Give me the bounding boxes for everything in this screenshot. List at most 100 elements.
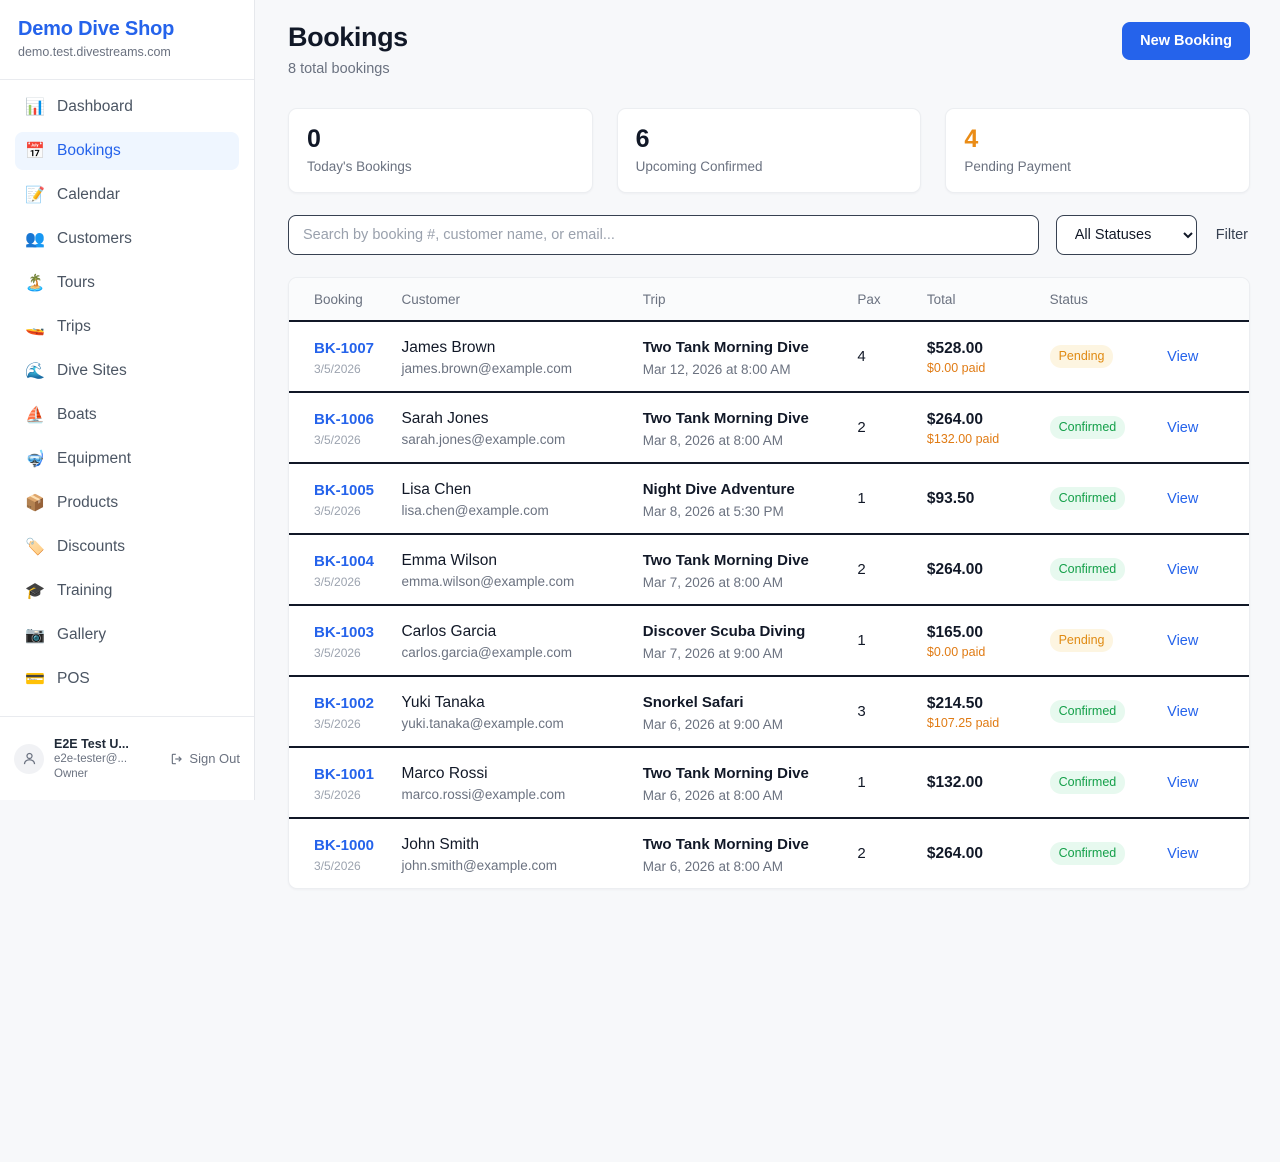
pax-cell: 2	[857, 392, 927, 464]
view-link[interactable]: View	[1167, 561, 1199, 578]
total-cell: $132.00	[926, 747, 1050, 819]
customer-cell: Yuki Tanaka yuki.tanaka@example.com	[401, 676, 643, 748]
table-row: BK-1007 3/5/2026 James Brown james.brown@ex…	[289, 321, 1249, 393]
user-role: Owner	[54, 767, 88, 780]
trip-datetime: Mar 6, 2026 at 9:00 AM	[642, 717, 784, 732]
booking-id-link[interactable]: BK-1005	[314, 482, 375, 499]
booking-id-link[interactable]: BK-1002	[314, 695, 375, 712]
sidebar-item-pos[interactable]: 💳 POS	[15, 660, 239, 698]
sidebar-item-training[interactable]: 🎓 Training	[15, 572, 239, 610]
calendar-17-icon: 📅	[25, 141, 45, 160]
booking-id-link[interactable]: BK-1003	[314, 624, 375, 641]
bookings-table-card: Booking Customer Trip Pax Total Status BK-100…	[288, 277, 1250, 889]
action-cell: View	[1167, 534, 1249, 606]
sidebar-item-gallery[interactable]: 📷 Gallery	[15, 616, 239, 654]
table-row: BK-1000 3/5/2026 John Smith john.smith@exam…	[289, 818, 1249, 888]
filter-button[interactable]: Filter	[1214, 223, 1250, 247]
trip-cell: Two Tank Morning Dive Mar 8, 2026 at 8:00…	[642, 392, 858, 464]
pax-cell: 3	[857, 676, 927, 748]
sidebar-item-trips[interactable]: 🚤 Trips	[15, 308, 239, 346]
stats-row: 0 Today's Bookings 6 Upcoming Confirmed 4 Pen…	[288, 108, 1251, 193]
sidebar-nav: 📊 Dashboard 📅 Bookings 📝 Calendar 👥 Customers 🏝️…	[0, 80, 254, 716]
status-badge: Confirmed	[1049, 842, 1126, 865]
sidebar: Demo Dive Shop demo.test.divestreams.com…	[0, 0, 255, 800]
sidebar-item-bookings[interactable]: 📅 Bookings	[15, 132, 239, 170]
brand-title: Demo Dive Shop	[18, 18, 175, 40]
sidebar-item-equipment[interactable]: 🤿 Equipment	[15, 440, 239, 478]
total-amount: $132.00	[926, 773, 983, 791]
total-amount: $264.00	[926, 560, 983, 578]
stat-card: 0 Today's Bookings	[288, 108, 593, 193]
paid-amount: $0.00 paid	[926, 360, 986, 375]
booking-id-link[interactable]: BK-1006	[314, 411, 375, 428]
status-cell: Confirmed	[1049, 392, 1168, 464]
paid-amount: $0.00 paid	[926, 644, 986, 659]
view-link[interactable]: View	[1167, 490, 1199, 507]
booking-id-link[interactable]: BK-1001	[314, 766, 375, 783]
status-cell: Confirmed	[1049, 676, 1168, 748]
user-meta: E2E Test U... e2e-tester@... Owner	[54, 736, 160, 782]
graduation-cap-icon: 🎓	[25, 581, 45, 600]
paid-amount: $132.00 paid	[926, 431, 1000, 446]
sidebar-item-products[interactable]: 📦 Products	[15, 484, 239, 522]
trip-name: Night Dive Adventure	[642, 481, 795, 498]
customer-email: emma.wilson@example.com	[401, 574, 575, 589]
booking-date: 3/5/2026	[314, 433, 361, 447]
view-link[interactable]: View	[1167, 703, 1199, 720]
sign-out-button[interactable]: Sign Out	[170, 751, 240, 766]
booking-id-link[interactable]: BK-1004	[314, 553, 375, 570]
stat-value: 6	[635, 125, 650, 153]
total-amount: $264.00	[926, 844, 983, 862]
bookings-table: Booking Customer Trip Pax Total Status BK-100…	[289, 278, 1249, 888]
total-amount: $165.00	[926, 623, 983, 641]
sidebar-item-label: Training	[57, 582, 113, 599]
sign-out-icon	[172, 753, 183, 764]
stat-card: 6 Upcoming Confirmed	[616, 108, 922, 193]
pax-cell: 2	[857, 818, 927, 888]
booking-id-link[interactable]: BK-1007	[314, 340, 375, 357]
booking-date: 3/5/2026	[314, 575, 361, 589]
sidebar-item-tours[interactable]: 🏝️ Tours	[15, 264, 239, 302]
person-icon	[23, 752, 35, 765]
search-input[interactable]	[288, 215, 1039, 255]
trip-datetime: Mar 8, 2026 at 8:00 AM	[642, 433, 784, 448]
table-row: BK-1006 3/5/2026 Sarah Jones sarah.jones@ex…	[289, 392, 1249, 464]
view-link[interactable]: View	[1167, 419, 1199, 436]
status-badge: Confirmed	[1049, 771, 1126, 794]
customer-cell: Lisa Chen lisa.chen@example.com	[401, 463, 643, 535]
status-filter-select[interactable]: All StatusesPendingConfirmedCancelledCom…	[1055, 215, 1197, 255]
action-cell: View	[1167, 818, 1249, 888]
package-icon: 📦	[25, 493, 45, 512]
trip-datetime: Mar 6, 2026 at 8:00 AM	[642, 859, 784, 874]
sidebar-item-dive-sites[interactable]: 🌊 Dive Sites	[15, 352, 239, 390]
sidebar-item-discounts[interactable]: 🏷️ Discounts	[15, 528, 239, 566]
view-link[interactable]: View	[1167, 348, 1199, 365]
customer-email: sarah.jones@example.com	[401, 432, 566, 447]
user-email: e2e-tester@...	[54, 752, 128, 765]
sidebar-user-block: E2E Test U... e2e-tester@... Owner Sign …	[0, 716, 254, 800]
island-icon: 🏝️	[25, 273, 45, 292]
trip-datetime: Mar 7, 2026 at 9:00 AM	[642, 646, 784, 661]
view-link[interactable]: View	[1167, 774, 1199, 791]
sidebar-item-calendar[interactable]: 📝 Calendar	[15, 176, 239, 214]
speedboat-icon: 🚤	[25, 317, 45, 336]
memo-icon: 📝	[25, 185, 45, 204]
pax-count: 2	[857, 844, 866, 862]
sidebar-item-label: Products	[57, 494, 119, 511]
sidebar-item-customers[interactable]: 👥 Customers	[15, 220, 239, 258]
view-link[interactable]: View	[1167, 632, 1199, 649]
total-cell: $264.00	[927, 818, 1050, 888]
view-link[interactable]: View	[1167, 845, 1199, 862]
pax-cell: 1	[857, 605, 927, 677]
new-booking-button[interactable]: New Booking	[1122, 22, 1250, 60]
user-name: E2E Test U...	[54, 736, 129, 751]
sidebar-item-dashboard[interactable]: 📊 Dashboard	[15, 88, 239, 126]
page-title: Bookings	[288, 22, 408, 52]
camera-icon: 📷	[25, 625, 45, 644]
pax-count: 2	[857, 560, 866, 578]
sidebar-item-boats[interactable]: ⛵ Boats	[15, 396, 239, 434]
pax-count: 3	[857, 702, 866, 720]
booking-date: 3/5/2026	[314, 362, 361, 376]
sidebar-item-label: Calendar	[57, 186, 120, 203]
booking-id-link[interactable]: BK-1000	[314, 837, 375, 854]
